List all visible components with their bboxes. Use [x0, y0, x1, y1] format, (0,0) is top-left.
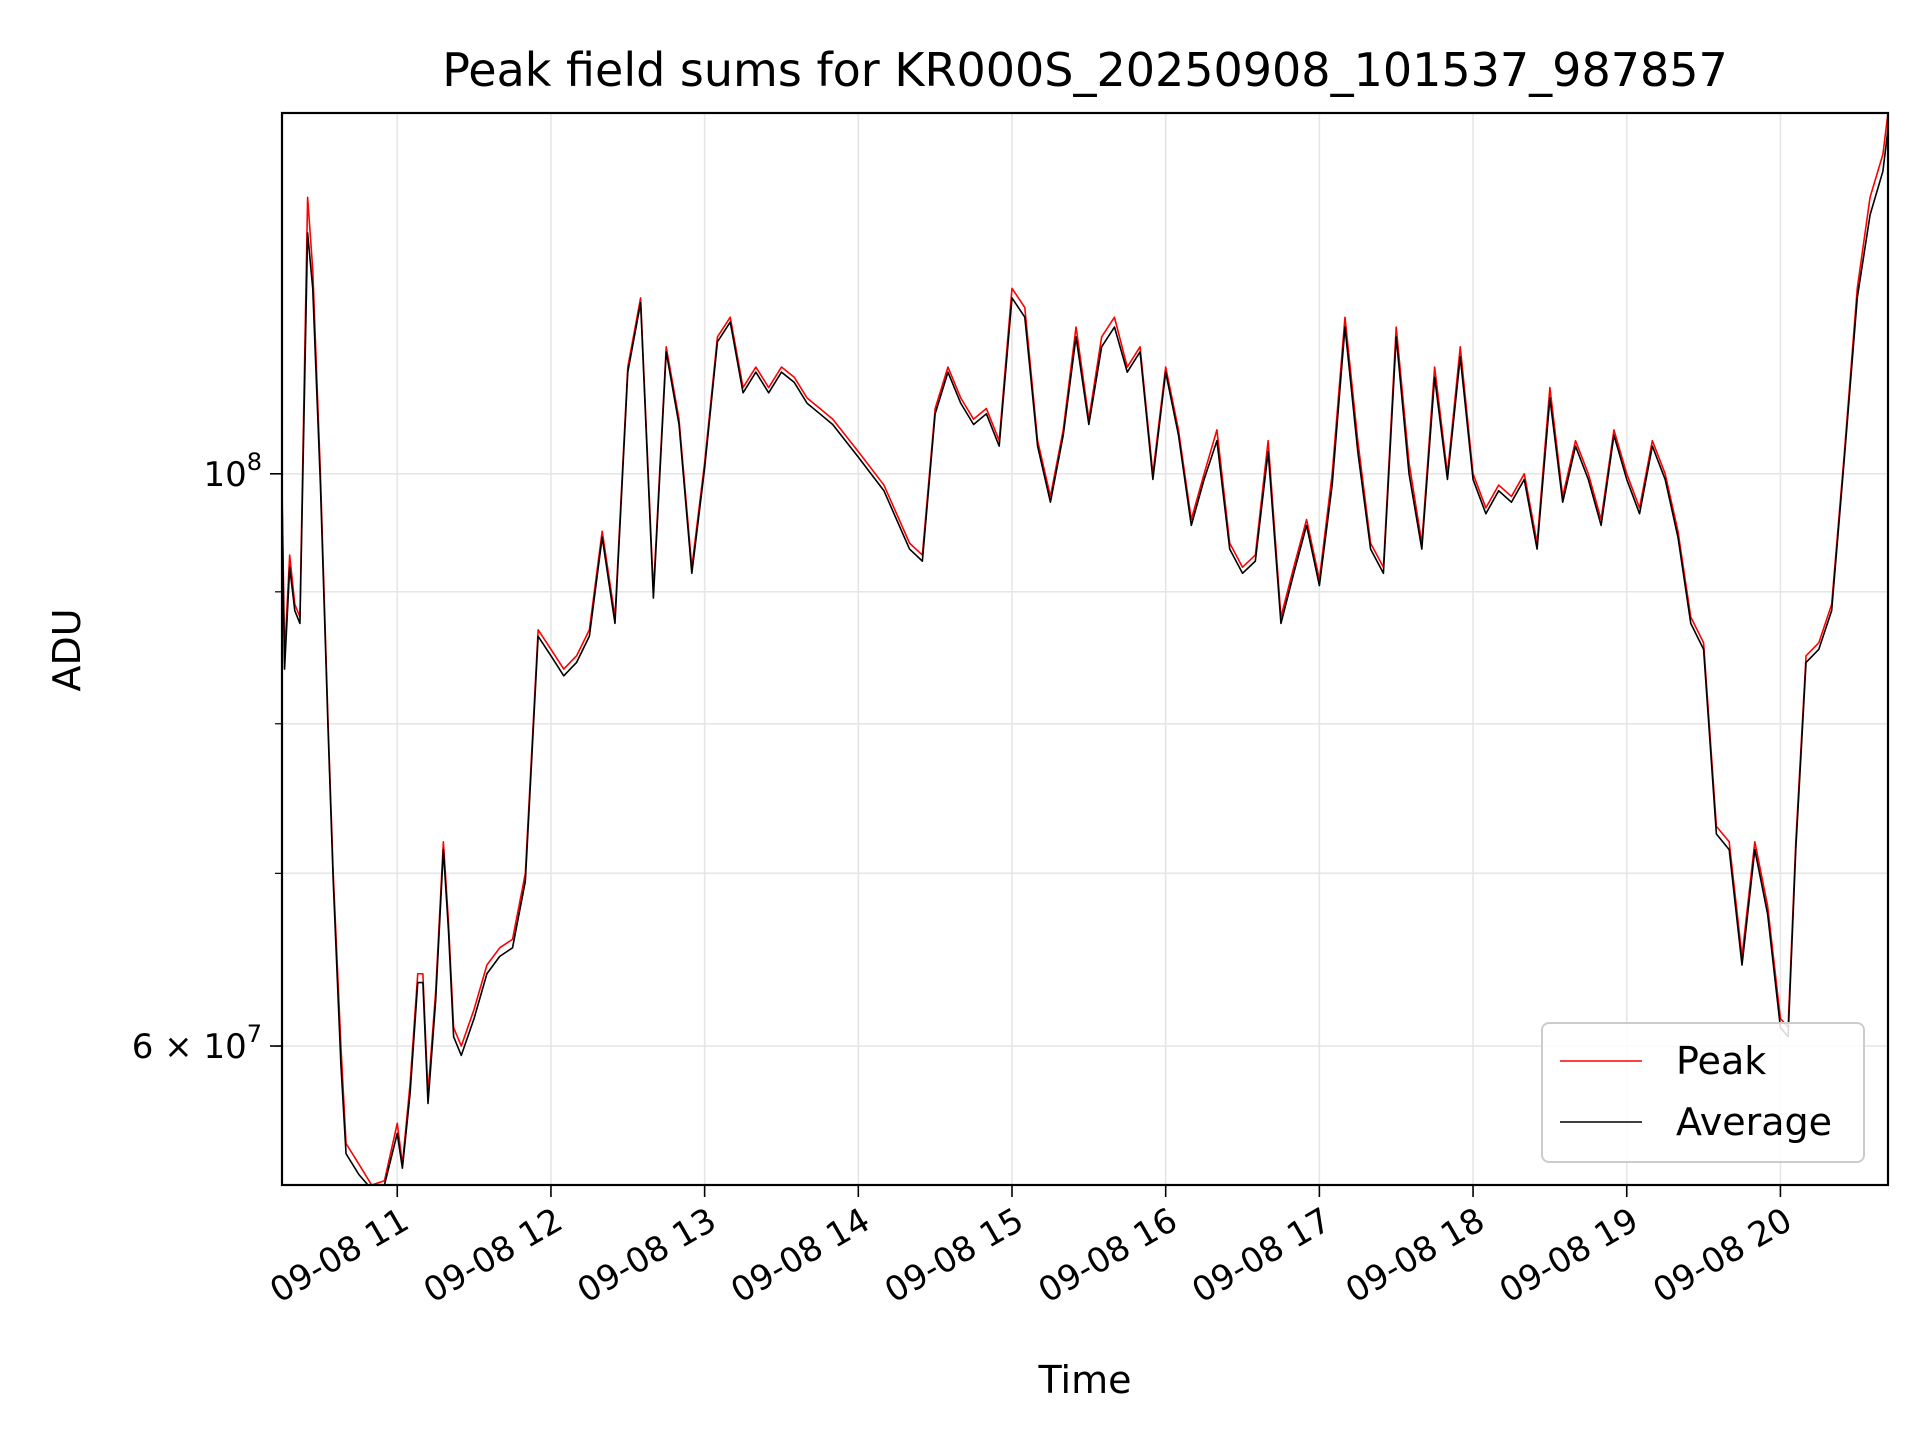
series-layer: [282, 113, 1888, 1185]
legend: Peak Average: [1541, 1022, 1865, 1163]
y-tick-base: 10: [203, 455, 246, 495]
x-tick-label: 09-08 17: [1185, 1200, 1337, 1311]
y-tick-exponent: 8: [247, 448, 262, 476]
legend-average-label: Average: [1676, 1100, 1832, 1144]
y-axis-ticks: 108 6 × 107: [132, 448, 282, 1067]
y-tick-base: 6 × 10: [132, 1027, 247, 1067]
y-tick-label: 6 × 107: [132, 1020, 262, 1067]
x-tick-label: 09-08 14: [724, 1200, 876, 1311]
x-tick-label: 09-08 18: [1339, 1200, 1491, 1311]
grid: [282, 113, 1888, 1185]
y-tick-exponent: 7: [247, 1020, 262, 1048]
x-axis-ticks: 09-08 11 09-08 12 09-08 13 09-08 14 09-08 15…: [263, 1185, 1799, 1311]
chart-title: Peak field sums for KR000S_20250908_1015…: [442, 43, 1728, 97]
plot-area-frame: [280, 111, 1890, 1187]
series-line-average: [282, 129, 1888, 1185]
legend-peak-label: Peak: [1676, 1039, 1766, 1083]
legend-box: [1541, 1022, 1865, 1163]
x-tick-label: 09-08 12: [417, 1200, 569, 1311]
x-tick-label: 09-08 13: [571, 1200, 723, 1311]
y-axis-label: ADU: [45, 608, 89, 691]
x-tick-label: 09-08 11: [263, 1200, 415, 1311]
x-axis-label: Time: [1038, 1358, 1132, 1402]
x-tick-label: 09-08 19: [1493, 1200, 1645, 1311]
x-tick-label: 09-08 16: [1032, 1200, 1184, 1311]
x-tick-label: 09-08 20: [1647, 1200, 1799, 1311]
x-tick-label: 09-08 15: [878, 1200, 1030, 1311]
y-tick-label: 108: [203, 448, 262, 495]
